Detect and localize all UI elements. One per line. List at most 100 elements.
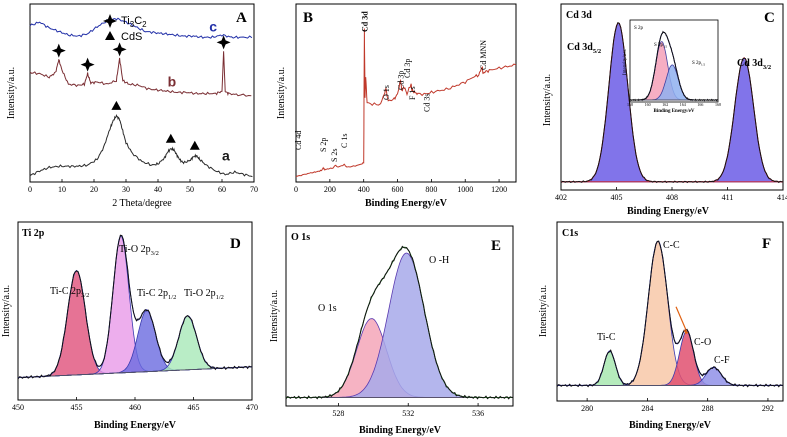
- raw-spectrum-line: [285, 245, 514, 400]
- cd3d32-label-main: Cd 3d: [737, 58, 763, 69]
- panel-b-x-tick-label: 800: [425, 185, 437, 194]
- curve-label-c: c: [209, 18, 217, 34]
- raw-spectrum-line: [629, 30, 719, 102]
- panel-d-x-tick-label: 460: [129, 403, 141, 412]
- survey-peak-label: Cd 3p: [403, 59, 412, 78]
- panel-e-ylabel: Intensity/a.u.: [269, 290, 280, 342]
- survey-peak-label: O 1s: [382, 85, 391, 100]
- panel-d-title: Ti 2p: [22, 228, 45, 239]
- cd3d52-label: Cd 3d5/2: [567, 42, 601, 55]
- cd3d32-label: Cd 3d3/2: [737, 58, 771, 71]
- ti3c2-star-marker: [80, 57, 95, 72]
- survey-peak-label: S 2s: [330, 148, 339, 162]
- inset-tick-label: 162: [662, 102, 668, 107]
- survey-peak-label: S 2p: [319, 138, 328, 152]
- legend-star-icon: [103, 14, 117, 28]
- raw-spectrum-line: [560, 22, 784, 184]
- legend-cds-label: CdS: [121, 31, 142, 43]
- panel-f-ylabel: Intensity/a.u.: [538, 285, 549, 337]
- raw-spectrum-line: [17, 234, 253, 380]
- panel-a-ylabel: Intensity/a.u.: [6, 67, 17, 119]
- survey-peak-label: Cd 3p: [397, 71, 406, 90]
- curve-label-b: b: [168, 74, 177, 90]
- panel-e-plot-area: 528 532 536 O 1s O -H: [285, 245, 514, 418]
- panel-d-x-tick-label: 465: [188, 403, 200, 412]
- cd3d32-label-sub: 3/2: [763, 64, 771, 71]
- panel-f-x-tick-label: 288: [702, 404, 714, 413]
- panel-a-plot-area: c b a 0 10 20 30 40 50 60 70: [28, 17, 258, 194]
- c-o-arrowhead: [683, 329, 689, 335]
- cds-triangle-marker: [165, 133, 176, 143]
- raw-spectrum-line: [556, 240, 784, 388]
- ti-o-2p32-label: Ti-O 2p3/2: [119, 244, 159, 257]
- panel-e-x-tick-label: 528: [332, 409, 344, 418]
- panel-a-xrd: c b a 0 10 20 30 40 50 60 70 A Ti3C2 CdS 2 Theta/d…: [6, 3, 258, 209]
- s2p32-label-main: S 2p: [654, 43, 664, 48]
- panel-b-x-tick-label: 400: [358, 185, 370, 194]
- inset-title: S 2p: [634, 26, 644, 31]
- panel-b-ylabel: Intensity/a.u.: [276, 67, 287, 119]
- panel-c-title: Cd 3d: [566, 10, 592, 21]
- panel-a-x-tick-label: 50: [186, 185, 194, 194]
- panel-a-legend: Ti3C2 CdS: [103, 14, 147, 43]
- o1s-peak-label: O 1s: [318, 303, 337, 314]
- inset-tick-label: 160: [645, 102, 651, 107]
- panel-c-xlabel: Binding Energy/eV: [627, 206, 710, 217]
- ti3c2-star-marker: [51, 43, 66, 58]
- ti-o-2p32-label-main: Ti-O 2p: [119, 244, 151, 255]
- panel-f-x-tick-label: 280: [581, 404, 593, 413]
- oh-peak-label: O -H: [429, 255, 449, 266]
- panel-a-x-tick-label: 0: [28, 185, 32, 194]
- ti-c-2p12-label: Ti-C 2p1/2: [137, 288, 176, 301]
- s2p32-label: S 2p3/2: [654, 43, 668, 49]
- panel-a-x-tick-label: 20: [90, 185, 98, 194]
- panel-a-x-tick-label: 70: [250, 185, 258, 194]
- fit-baseline: [17, 366, 253, 378]
- panel-c-x-tick-label: 414: [777, 193, 787, 202]
- ti-c-2p32-label-sub: 3/2: [81, 292, 89, 299]
- panel-a-label: A: [236, 10, 247, 26]
- survey-peak-label: Cd MNN: [479, 40, 488, 70]
- panel-d-xlabel: Binding Energy/eV: [94, 420, 177, 431]
- panel-a-x-tick-label: 30: [122, 185, 130, 194]
- c-c-peak-label: C-C: [663, 240, 680, 251]
- ti-o-2p12-label-sub: 1/2: [216, 294, 224, 301]
- s2p12-label-sub: 1/2: [701, 63, 706, 67]
- panel-f-plot-area: 280 284 288 292 Ti-C C-C C-OC-F: [556, 240, 784, 413]
- s2p12-label: S 2p1/2: [692, 61, 706, 67]
- inset-tick-label: 158: [627, 102, 633, 107]
- curve-label-a: a: [222, 147, 230, 163]
- panel-b-x-tick-label: 200: [324, 185, 336, 194]
- inset-tick-label: 164: [680, 102, 686, 107]
- cd3d52-label-sub: 5/2: [593, 48, 601, 55]
- c-o-arrow: [675, 306, 688, 332]
- panel-a-x-tick-label: 40: [154, 185, 162, 194]
- survey-peak-label: Cd 3s: [422, 94, 431, 112]
- panel-c-x-tick-label: 408: [666, 193, 678, 202]
- panel-b-x-tick-label: 0: [294, 185, 298, 194]
- panel-b-label: B: [303, 10, 313, 26]
- panel-e-label: E: [491, 238, 501, 254]
- s2p32-label-sub: 3/2: [663, 45, 668, 49]
- survey-peak-label: F 1s: [408, 86, 417, 100]
- panel-e-o1s: 528 532 536 O 1s O -H O 1s E Binding Energy/…: [269, 225, 514, 436]
- ti-o-2p12-label: Ti-O 2p1/2: [184, 288, 224, 301]
- cds-triangle-marker: [111, 100, 122, 110]
- inset-tick-label: 168: [715, 102, 721, 107]
- cds-triangle-marker: [189, 140, 200, 150]
- panel-f-x-tick-label: 292: [762, 404, 774, 413]
- panel-e-xlabel: Binding Energy/eV: [359, 425, 442, 436]
- s2p12-label-main: S 2p: [692, 61, 702, 66]
- panel-b-x-tick-label: 600: [392, 185, 404, 194]
- ti-c-2p32-label-main: Ti-C 2p: [50, 286, 81, 297]
- panel-d-x-tick-label: 450: [12, 403, 24, 412]
- panel-f-xlabel: Binding Energy/eV: [629, 420, 712, 431]
- inset-xlabel: Binding Energy/eV: [654, 109, 695, 114]
- panel-c-x-tick-label: 411: [722, 193, 734, 202]
